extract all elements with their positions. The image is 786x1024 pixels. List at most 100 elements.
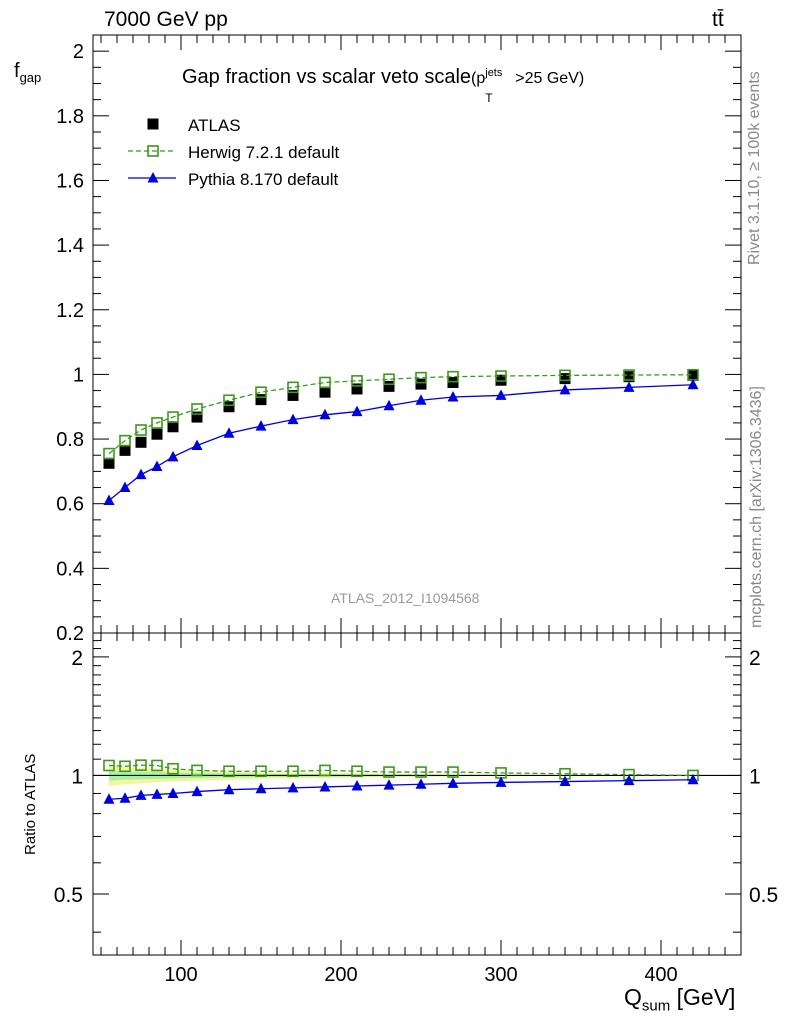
main-ylabel: fgap [14,60,41,85]
data-point [287,413,299,425]
data-point [687,369,699,381]
ratio-data-point [319,780,331,792]
data-point [119,434,131,447]
process-label: tt̄ [712,8,724,31]
data-point [255,386,267,398]
ratio-data-point [319,764,331,777]
ratio-data-point [383,766,395,778]
data-point [319,376,331,389]
data-point [167,421,179,433]
y-tick-label: 1.2 [56,300,84,322]
data-point [623,369,635,381]
ratio-data-point [167,762,179,775]
data-point [103,457,115,469]
data-point [167,450,179,462]
legend-label: Pythia 8.170 default [188,170,339,189]
data-point [495,389,507,400]
legend-marker [147,172,159,183]
data-point [415,371,427,384]
data-point [151,428,163,440]
data-point [191,439,203,451]
ratio-data-point [151,759,163,772]
data-point [415,394,427,405]
ratio-data-point [447,777,459,788]
ratio-data-point [255,765,267,778]
ratio-data-point [191,785,203,797]
data-point [319,408,331,420]
ratio-data-point [103,793,115,804]
ratio-data-point [447,766,459,778]
mcplots-label: mcplots.cern.ch [arXiv:1306.3436] [748,386,765,628]
legend-marker [147,145,159,157]
ratio-data-point [119,760,131,773]
ratio-frame [92,632,742,956]
data-point [351,405,363,417]
legend-graphics: ATLAS Herwig 7.2.1 default Pythia 8.170 de… [128,116,339,189]
y-tick-label: 0.4 [56,558,84,580]
ratio-data-point [151,788,163,799]
y-tick-label: 1.4 [56,235,84,257]
ratio-panel: 0.5 0.5 1 1 2 2 100 200 300 400 [54,632,778,986]
ratio-data-point [415,766,427,778]
data-point [495,370,507,382]
data-point [415,378,427,390]
ratio-data-point [687,773,699,785]
data-point [255,394,267,406]
y-tick-label: 1 [73,364,84,386]
data-point [135,424,147,436]
ratio-y-tick-label: 0.5 [54,884,83,907]
ratio-y-tick-label-right: 0.5 [749,884,778,907]
ratio-y-tick-label-right: 1 [749,765,761,788]
chart-title-main: Gap fraction vs scalar veto scale [182,66,472,88]
ratio-data-point [223,765,235,778]
ratio-y-tick-label: 1 [71,765,83,788]
data-point [191,411,203,423]
data-point [383,373,395,386]
data-point [351,383,363,395]
data-point [383,399,395,411]
data-point [623,381,635,392]
ratio-data-point [255,782,267,794]
ratio-data-point [495,776,507,787]
rivet-label: Rivet 3.1.10, ≥ 100k events [746,71,763,265]
ratio-data-point [415,778,427,789]
ratio-y-tick-label-right: 2 [749,647,761,670]
xlabel: Qsum [GeV] [624,984,735,1015]
data-point [351,375,363,387]
legend-label: Herwig 7.2.1 default [188,143,339,162]
data-point [319,386,331,398]
ratio-data-point [135,789,147,800]
ratio-data-point [351,780,363,791]
title-suffix-sub: T [485,91,493,105]
data-point [559,373,571,385]
ratio-data-point [351,765,363,778]
analysis-id: ATLAS_2012_I1094568 [331,590,480,606]
main-ylabel-base: f [14,60,20,82]
xlabel-tail: [GeV] [670,984,736,1010]
data-point [103,447,115,460]
data-point [383,380,395,392]
data-point [687,378,699,390]
data-point [287,389,299,401]
ratio-data-point [559,775,571,787]
ratio-data-point [287,765,299,778]
y-tick-label: 2 [73,41,84,63]
title-suffix-base: (p [471,70,486,87]
data-point [135,468,147,480]
x-tick-label: 200 [324,964,357,986]
data-point [223,401,235,413]
legend-label: ATLAS [188,116,241,135]
data-point [167,411,179,423]
ratio-data-point [223,783,235,795]
ratio-data-point [167,787,179,798]
data-point [223,394,235,407]
ratio-data-point [623,774,635,786]
data-point [447,370,459,383]
main-ylabel-sub: gap [19,70,42,85]
title-suffix-sup: jets [485,67,503,79]
xlabel-base: Q [624,984,642,1010]
data-point [103,494,115,505]
y-tick-label: 1.8 [56,106,84,128]
ratio-data-point [287,781,299,793]
